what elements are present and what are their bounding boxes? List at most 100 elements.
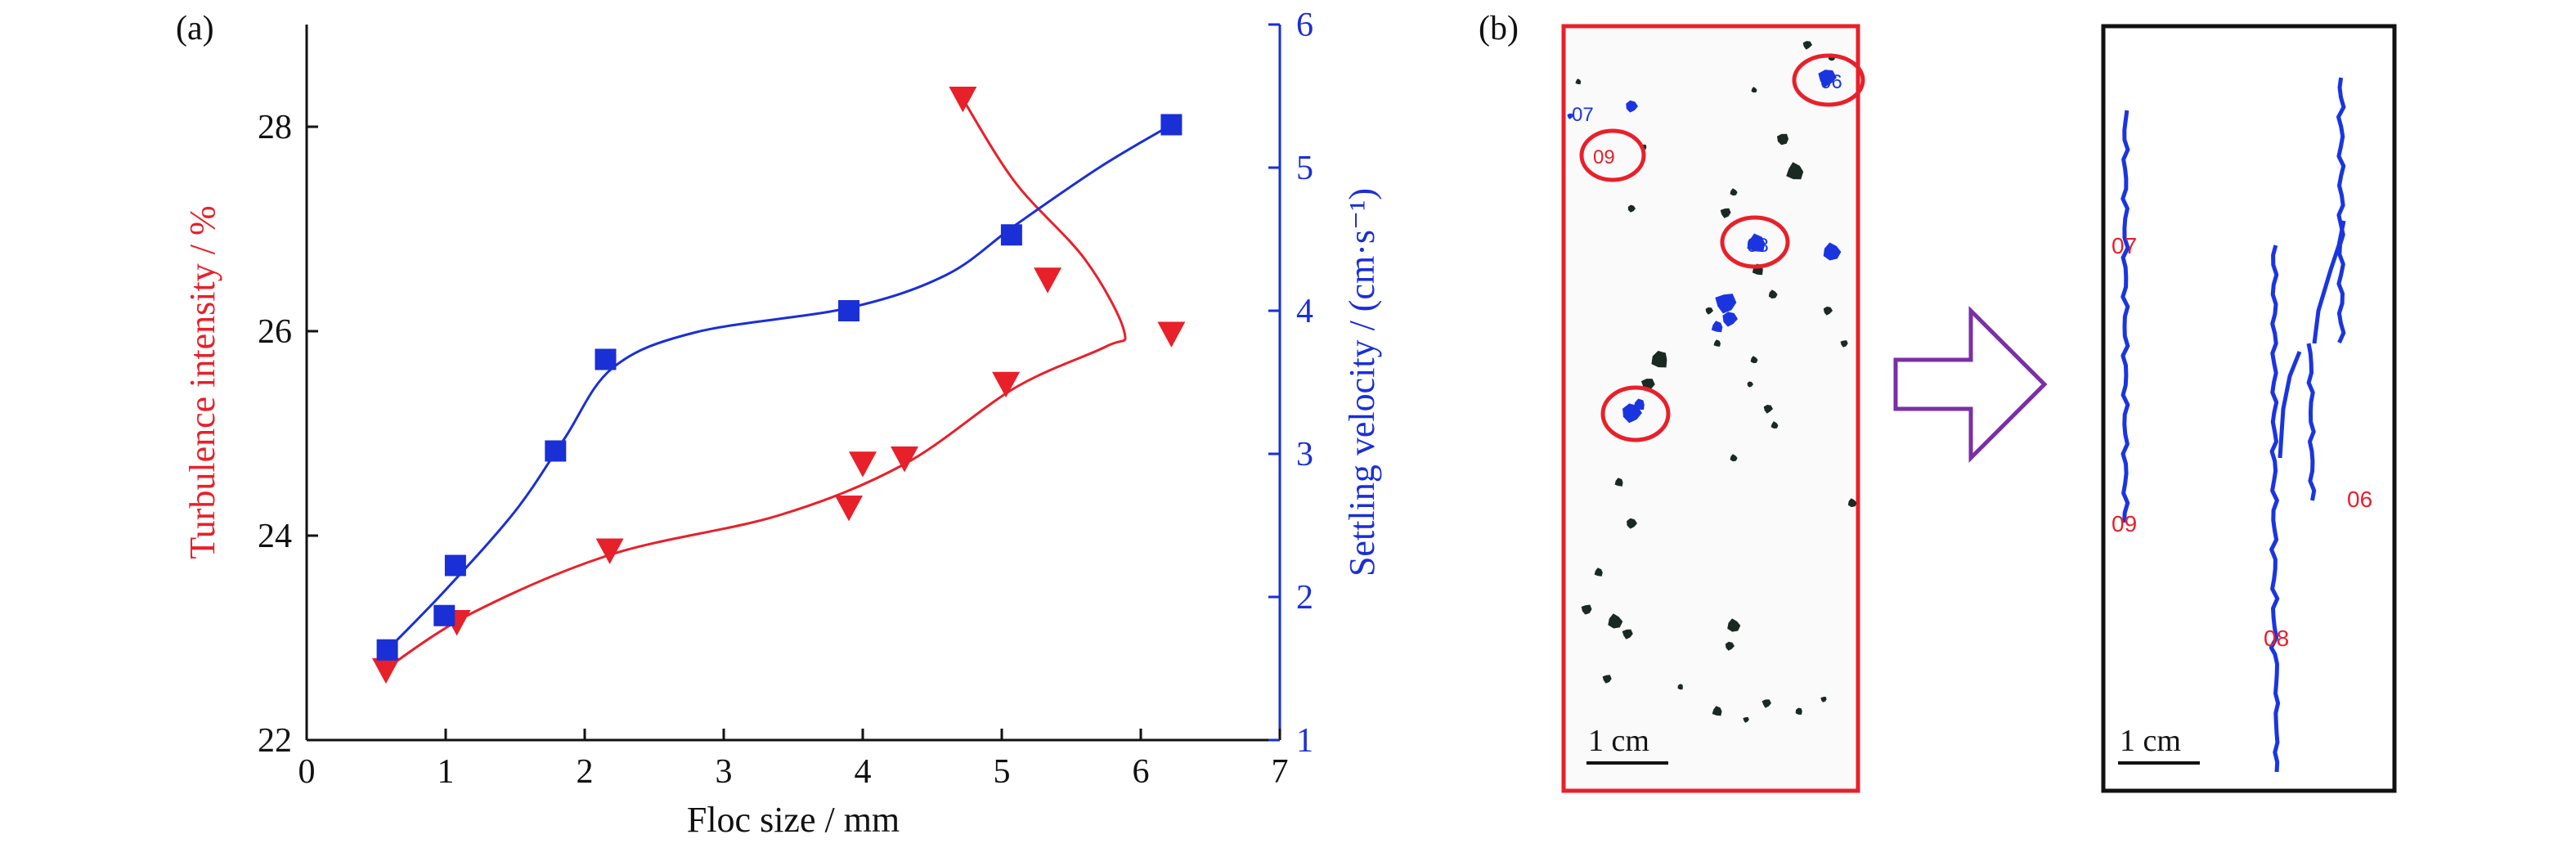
floc-particle — [1651, 351, 1667, 368]
floc-particle — [1622, 629, 1633, 639]
track-id-label: 06 — [2347, 487, 2372, 512]
floc-particle — [1823, 306, 1833, 316]
turbulence-point — [992, 371, 1021, 398]
x-axis-label: Floc size / mm — [687, 800, 900, 840]
floc-circle — [1579, 128, 1646, 182]
panel-a-label: (a) — [176, 10, 214, 47]
floc-particle — [1725, 641, 1735, 651]
settling-trajectory — [2312, 220, 2346, 344]
track-id-label: 08 — [2264, 626, 2289, 651]
settling-fit-line — [386, 123, 1173, 651]
y-axis-right-label: Settling velocity / (cm·s⁻¹) — [1342, 188, 1382, 577]
floc-particle — [1730, 454, 1738, 462]
floc-particle — [1763, 405, 1773, 414]
floc-particle — [1705, 307, 1713, 315]
floc-id-labels: 07 09 08 06 — [1572, 71, 1842, 257]
y-axis-left-label: Turbulence intensity / % — [182, 205, 222, 559]
y-left-tick-label: 24 — [258, 518, 292, 555]
floc-particle — [1627, 518, 1637, 529]
floc-circle — [1792, 53, 1865, 107]
floc-particle — [1786, 162, 1804, 180]
settling-point — [545, 440, 567, 462]
floc-particle — [1730, 188, 1738, 196]
turbulence-point — [891, 446, 918, 473]
floc-particle-tracked — [1633, 398, 1645, 411]
floc-particle — [1677, 684, 1683, 690]
turbulence-point — [595, 538, 624, 564]
floc-particle — [1627, 204, 1636, 213]
x-tick-label: 2 — [577, 753, 594, 791]
floc-particle — [1768, 289, 1778, 299]
y-left-tick-label: 28 — [258, 109, 292, 146]
settling-point — [376, 639, 398, 661]
floc-particle-tracked — [1747, 233, 1766, 253]
x-tick-label: 4 — [855, 753, 872, 791]
settling-trajectories — [2120, 77, 2346, 773]
turbulence-point — [1157, 321, 1186, 348]
floc-particle-tracked — [1722, 312, 1738, 327]
floc-particle — [1761, 699, 1771, 708]
floc-circle — [1600, 385, 1671, 442]
settling-trajectory — [2120, 110, 2130, 523]
y-right-tick-label: 4 — [1296, 293, 1313, 330]
floc-particles — [1567, 41, 1857, 723]
floc-image-left: 07 09 08 06 1 cm — [1561, 24, 1865, 793]
settling-trajectory — [2336, 77, 2346, 344]
floc-particle-tracked — [1818, 70, 1837, 87]
floc-particle — [1820, 696, 1827, 702]
x-tick-label: 0 — [298, 753, 316, 791]
floc-particle — [1795, 707, 1802, 715]
floc-particle — [1750, 356, 1758, 364]
floc-highlight-circles — [1579, 53, 1865, 442]
panel-b: (b) 07 09 08 06 1 cm — [1479, 10, 2397, 793]
settling-point — [595, 348, 617, 370]
scale-bar-label: 1 cm — [2120, 724, 2181, 758]
turbulence-point — [371, 657, 400, 684]
floc-particle — [1614, 478, 1623, 487]
settling-trajectory — [2306, 343, 2317, 501]
settling-point — [838, 300, 859, 321]
floc-particle — [1751, 87, 1757, 93]
turbulence-point — [849, 451, 877, 478]
right-arrow-icon — [1893, 305, 2048, 464]
floc-particle — [1713, 339, 1721, 347]
x-tick-label: 1 — [438, 753, 455, 791]
settling-trajectory — [2269, 245, 2281, 773]
turbulence-point — [1034, 267, 1062, 294]
turbulence-point — [949, 86, 977, 113]
floc-particle-tracked — [1823, 242, 1842, 261]
x-tick-label: 7 — [1272, 753, 1289, 791]
y-left-tick-label: 26 — [258, 313, 292, 351]
panel-a: (a) 0 1 2 3 4 5 6 7 22 24 26 28 1 2 3 4 5 6 Floc size / mm… — [176, 7, 1382, 840]
panel-b-label: (b) — [1479, 10, 1519, 47]
floc-image-left-frame — [1561, 24, 1860, 793]
settling-point — [1160, 114, 1183, 136]
settling-point — [433, 604, 456, 626]
y-right-tick-label: 3 — [1296, 436, 1313, 473]
floc-particle — [1575, 79, 1582, 85]
floc-particle — [1581, 604, 1592, 615]
floc-particle — [1712, 706, 1722, 716]
floc-particle — [1608, 613, 1623, 629]
turbulence-fit-line — [385, 98, 1127, 670]
floc-particle — [1777, 133, 1789, 146]
floc-id-label: 06 — [1820, 71, 1842, 93]
y-right-tick-label: 5 — [1296, 150, 1313, 187]
floc-particle — [1747, 381, 1753, 388]
y-right-tick-label: 2 — [1296, 579, 1313, 617]
turbulence-point — [835, 495, 863, 522]
floc-id-label: 08 — [1747, 235, 1769, 257]
floc-particle — [1594, 568, 1603, 577]
scale-bar-label: 1 cm — [1588, 724, 1649, 758]
floc-id-label: 09 — [1593, 146, 1615, 168]
settling-point — [1000, 224, 1022, 246]
y-right-tick-label: 6 — [1296, 7, 1313, 44]
floc-particle — [1743, 716, 1749, 723]
y-left-tick-label: 22 — [258, 722, 292, 760]
floc-particle-tracked — [1711, 321, 1723, 333]
trajectory-id-labels: 07 09 08 06 — [2112, 233, 2372, 651]
x-tick-label: 5 — [994, 753, 1011, 791]
floc-particle-tracked — [1715, 294, 1737, 314]
track-id-label: 07 — [2112, 233, 2137, 258]
